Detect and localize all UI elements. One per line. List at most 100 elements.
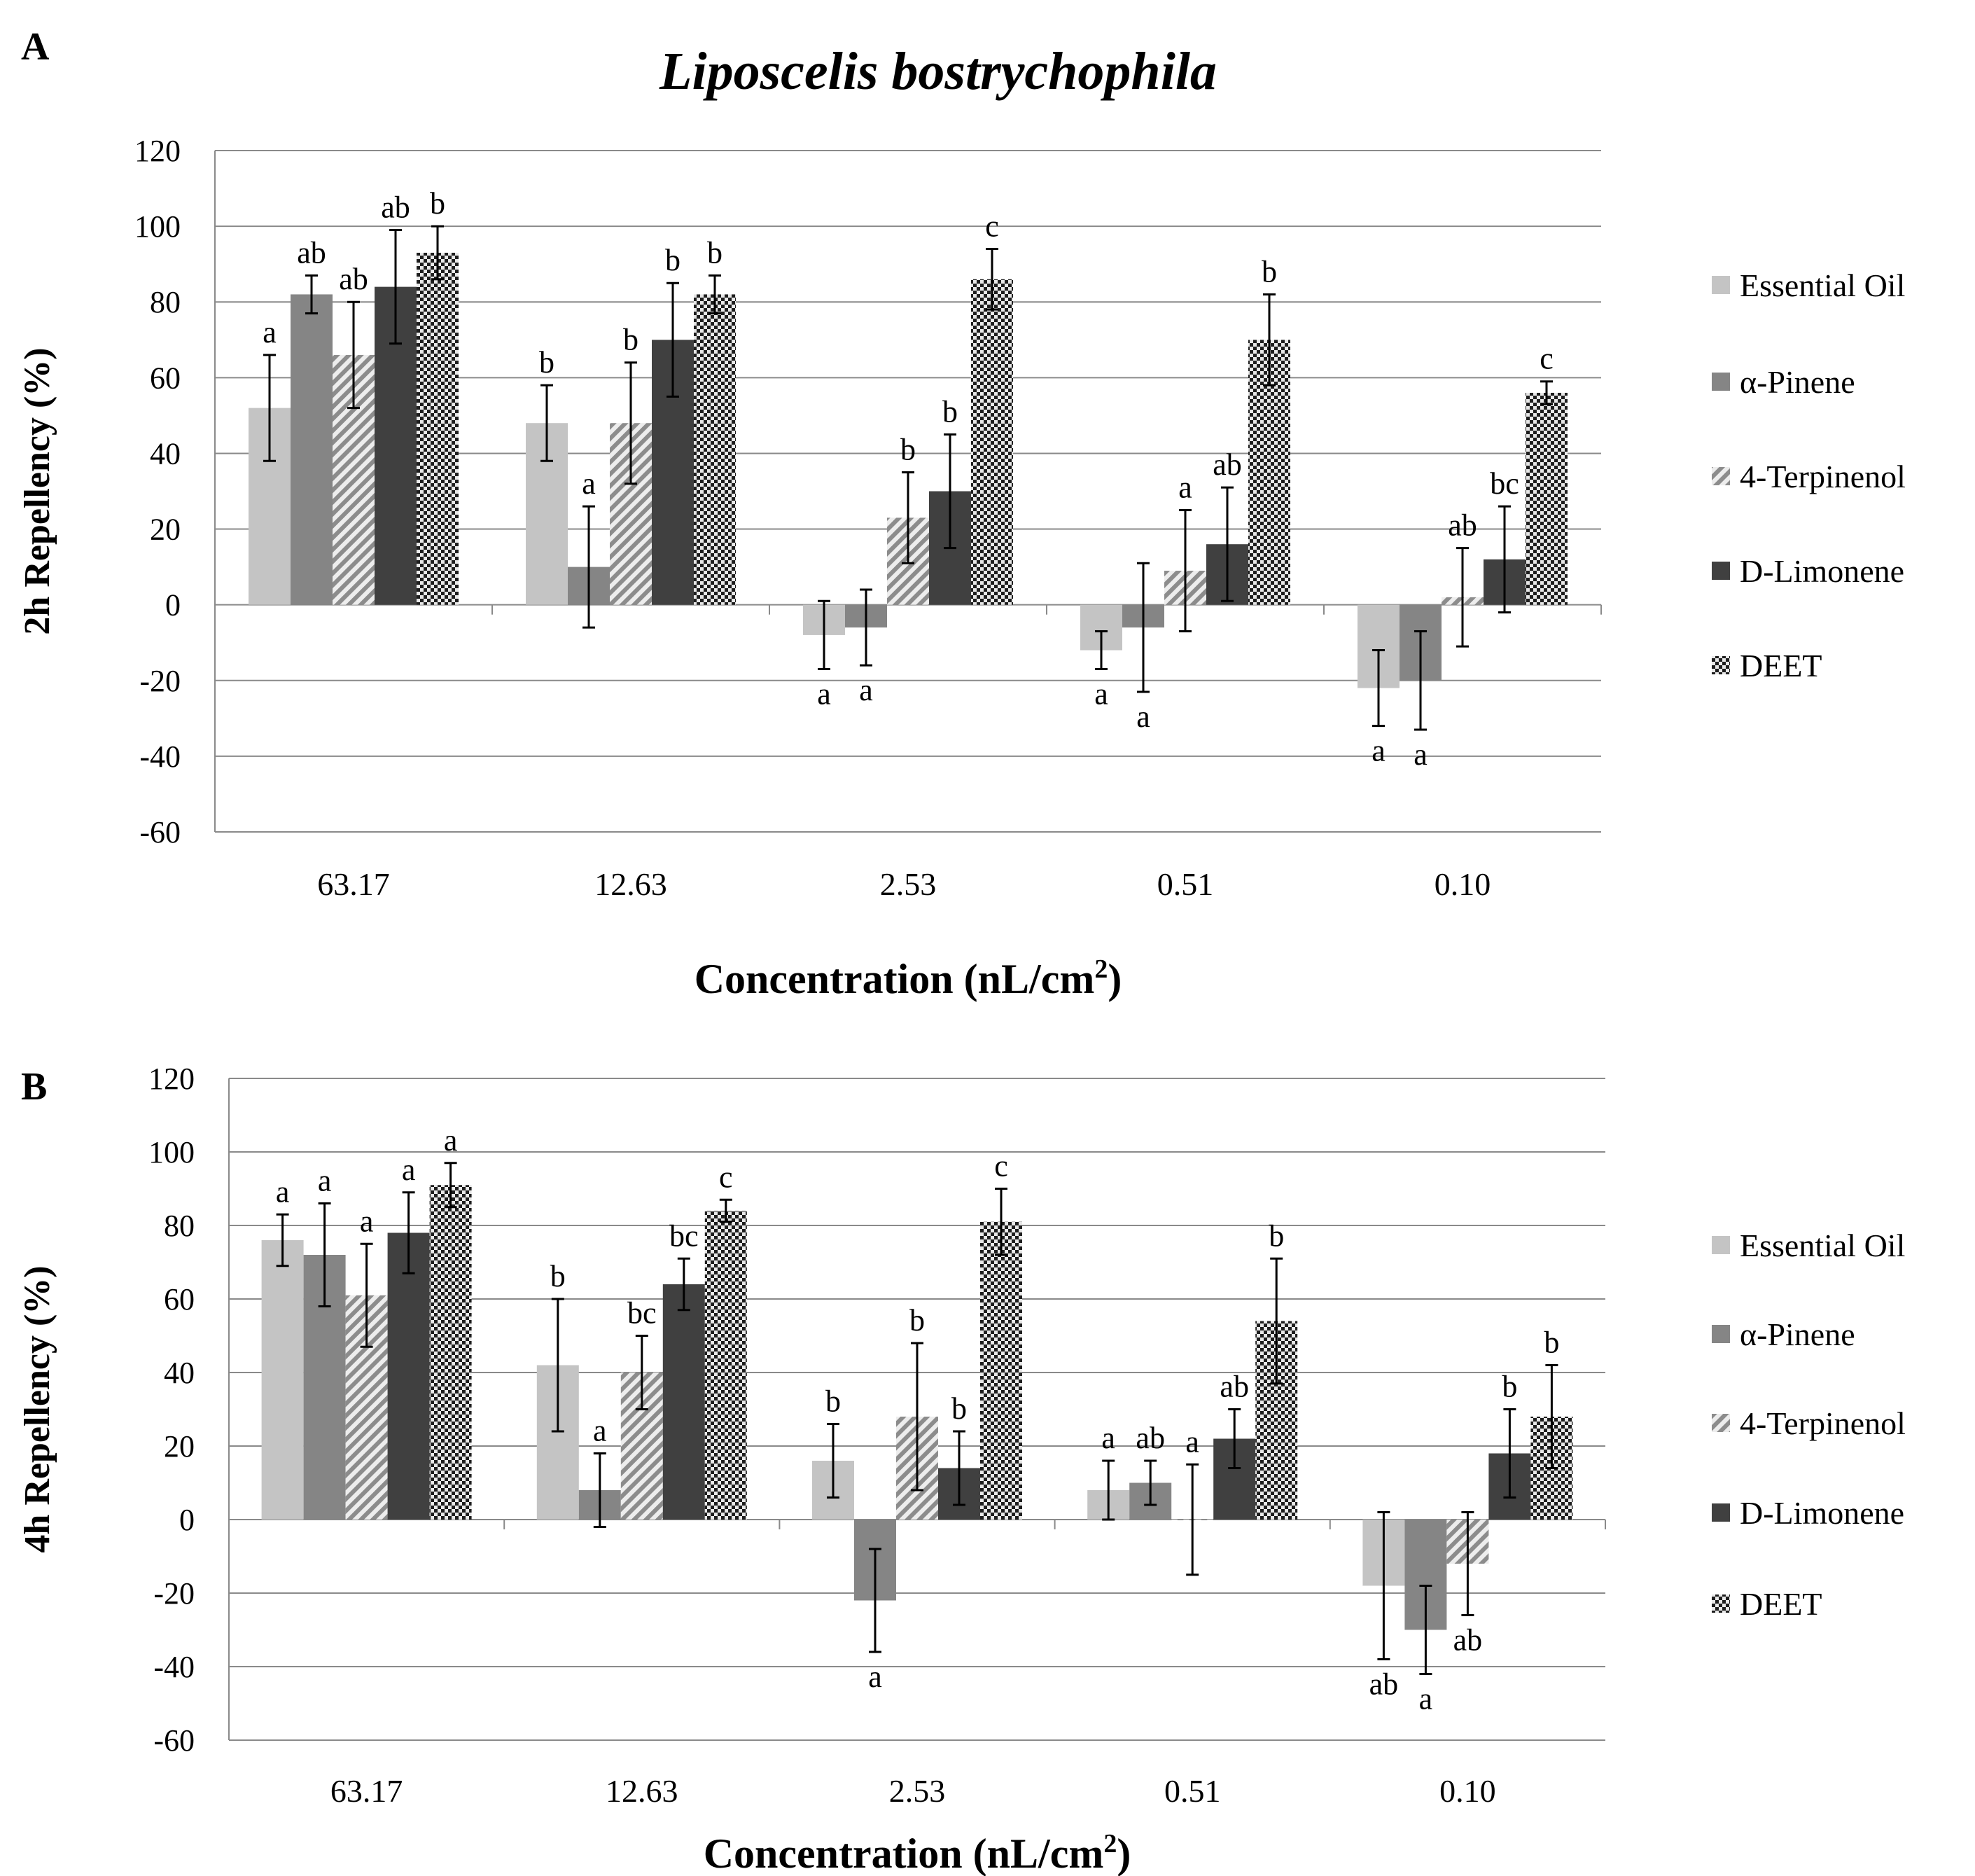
error-bar bbox=[582, 505, 595, 629]
error-bar bbox=[318, 1202, 331, 1307]
x-tick-label: 63.17 bbox=[317, 866, 390, 902]
significance-letter: c bbox=[985, 209, 999, 244]
significance-letter: c bbox=[994, 1149, 1008, 1183]
legend-item-essential-oil: Essential Oil bbox=[1712, 1228, 1905, 1263]
y-tick-label: 60 bbox=[150, 361, 181, 395]
y-axis-label: 4h Repellency (%) bbox=[18, 1265, 57, 1552]
error-bar bbox=[911, 1342, 923, 1492]
significance-letter: a bbox=[1094, 677, 1108, 711]
significance-letter: b bbox=[550, 1259, 566, 1293]
error-bar bbox=[1456, 547, 1469, 648]
y-tick-label: 120 bbox=[148, 1062, 195, 1096]
y-tick-label: 100 bbox=[148, 1135, 195, 1169]
legend-swatch bbox=[1712, 1503, 1730, 1522]
error-bar bbox=[540, 384, 553, 462]
error-bar bbox=[667, 282, 679, 398]
error-bar bbox=[1179, 509, 1192, 633]
y-tick-label: 80 bbox=[164, 1209, 195, 1243]
significance-letter: ab bbox=[1136, 1421, 1165, 1455]
error-bar bbox=[719, 1198, 732, 1223]
significance-letter: a bbox=[859, 673, 873, 707]
x-tick-label: 12.63 bbox=[594, 866, 667, 902]
error-bar bbox=[944, 433, 956, 550]
error-bar bbox=[276, 1213, 289, 1267]
significance-letter: bc bbox=[669, 1218, 699, 1253]
error-bar bbox=[1414, 630, 1427, 731]
y-tick-label: 20 bbox=[150, 513, 181, 547]
significance-letter: b bbox=[1262, 254, 1277, 289]
significance-letter: b bbox=[1502, 1370, 1517, 1404]
legend-label: Essential Oil bbox=[1740, 267, 1905, 303]
significance-letter: a bbox=[318, 1164, 332, 1198]
error-bar bbox=[1503, 1408, 1516, 1499]
error-bar bbox=[635, 1335, 648, 1410]
significance-letter: ab bbox=[1220, 1370, 1249, 1404]
x-axis-label: Concentration (nL/cm2) bbox=[695, 954, 1122, 1002]
significance-letter: a bbox=[868, 1660, 882, 1694]
error-bar bbox=[1144, 1459, 1157, 1506]
error-bar bbox=[827, 1423, 839, 1499]
significance-letter: a bbox=[1414, 737, 1428, 772]
y-tick-label: -40 bbox=[139, 739, 181, 774]
y-tick-label: 40 bbox=[150, 436, 181, 471]
error-bar bbox=[1498, 505, 1511, 613]
legend-swatch bbox=[1712, 1236, 1730, 1254]
legend-label: 4-Terpinenol bbox=[1740, 1405, 1906, 1441]
y-tick-label: -40 bbox=[153, 1650, 195, 1684]
bar-deet-12-63 bbox=[704, 1211, 747, 1520]
significance-letter: ab bbox=[339, 262, 368, 296]
y-tick-label: 0 bbox=[179, 1503, 195, 1537]
significance-letter: a bbox=[276, 1174, 290, 1209]
panel-label: A bbox=[21, 25, 50, 69]
significance-letter: a bbox=[360, 1204, 374, 1238]
x-tick-label: 12.63 bbox=[606, 1773, 678, 1809]
significance-letter: a bbox=[1136, 700, 1150, 734]
significance-letter: b bbox=[909, 1303, 925, 1337]
error-bar bbox=[818, 599, 830, 671]
legend-label: D-Limonene bbox=[1740, 553, 1904, 589]
legend-label: α-Pinene bbox=[1740, 364, 1855, 400]
y-tick-label: -60 bbox=[153, 1723, 195, 1758]
legend-swatch bbox=[1712, 1414, 1730, 1432]
significance-letter: b bbox=[665, 243, 681, 277]
significance-letter: b bbox=[951, 1391, 967, 1426]
error-bar bbox=[860, 588, 872, 667]
error-bar bbox=[995, 1188, 1007, 1256]
significance-letter: a bbox=[1185, 1424, 1199, 1459]
error-bar bbox=[551, 1298, 564, 1433]
error-bar bbox=[593, 1452, 606, 1528]
x-tick-label: 2.53 bbox=[880, 866, 937, 902]
legend-swatch bbox=[1712, 467, 1730, 485]
significance-letter: bc bbox=[627, 1296, 657, 1330]
x-tick-label: 0.10 bbox=[1439, 1773, 1496, 1809]
legend-item-d-limonene: D-Limonene bbox=[1712, 553, 1904, 589]
y-tick-label: -20 bbox=[153, 1576, 195, 1611]
legend-swatch bbox=[1712, 1325, 1730, 1343]
figure-title: Liposcelis bostrychophila bbox=[659, 42, 1217, 101]
significance-letter: ab bbox=[1453, 1623, 1483, 1658]
bar-deet-12-63 bbox=[694, 294, 736, 605]
y-tick-label: 100 bbox=[134, 209, 181, 244]
y-tick-label: 40 bbox=[164, 1356, 195, 1390]
significance-letter: b bbox=[539, 345, 554, 380]
significance-letter: b bbox=[623, 323, 638, 357]
legend-item-deet: DEET bbox=[1712, 648, 1822, 683]
x-tick-label: 2.53 bbox=[889, 1773, 946, 1809]
error-bar bbox=[986, 248, 998, 311]
y-tick-label: -20 bbox=[139, 664, 181, 698]
x-tick-label: 63.17 bbox=[330, 1773, 403, 1809]
significance-letter: b bbox=[900, 432, 916, 466]
error-bar bbox=[1095, 630, 1108, 671]
error-bar bbox=[1137, 562, 1150, 693]
y-axis-label: 2h Repellency (%) bbox=[18, 347, 57, 634]
error-bar bbox=[402, 1191, 415, 1274]
error-bar bbox=[1221, 486, 1234, 602]
legend-item-deet: DEET bbox=[1712, 1586, 1822, 1622]
significance-letter: a bbox=[1101, 1421, 1115, 1455]
y-tick-label: 20 bbox=[164, 1429, 195, 1464]
legend-label: Essential Oil bbox=[1740, 1228, 1905, 1263]
y-tick-label: 60 bbox=[164, 1282, 195, 1316]
legend-label: D-Limonene bbox=[1740, 1495, 1904, 1531]
